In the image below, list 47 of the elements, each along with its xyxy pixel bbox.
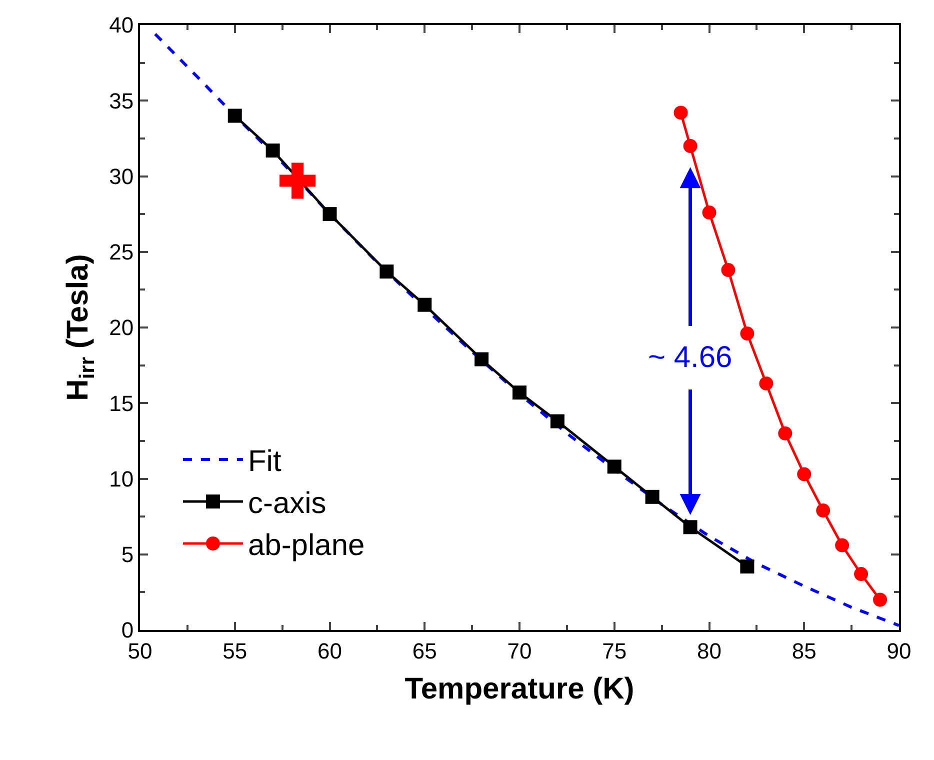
point: [266, 144, 280, 158]
legend-label: c-axis: [248, 487, 326, 520]
point: [228, 108, 242, 123]
annotation: ~ 4.66: [648, 341, 732, 374]
point: [674, 106, 688, 120]
point: [835, 538, 850, 552]
x-tick-label: 60: [318, 638, 342, 664]
point: [279, 162, 316, 199]
x-tick-label: 70: [507, 638, 532, 664]
point: [512, 386, 526, 400]
point: [740, 559, 754, 574]
y-tick-label: 25: [109, 240, 134, 265]
y-tick-label: 15: [109, 390, 134, 416]
x-axis-title: Temperature (K): [404, 672, 634, 706]
point: [759, 376, 774, 390]
line-series: [154, 32, 899, 627]
x-tick-label: 80: [697, 638, 722, 664]
point: [873, 592, 888, 607]
x-tick-label: 85: [792, 638, 816, 664]
point: [418, 298, 432, 312]
point: [816, 504, 830, 518]
y-tick-label: 5: [121, 542, 134, 568]
point: [721, 263, 736, 278]
y-tick-label: 40: [109, 12, 134, 38]
legend-label: Fit: [248, 445, 282, 478]
y-tick-label: 20: [109, 315, 134, 340]
y-tick-label: 35: [109, 88, 134, 114]
y-tick-label: 30: [109, 164, 134, 189]
point: [683, 139, 698, 153]
point: [645, 490, 660, 504]
point: [550, 414, 564, 428]
legend-label: ab-plane: [248, 529, 365, 562]
x-tick-label: 75: [602, 638, 627, 664]
point: [683, 520, 698, 534]
point: [797, 467, 812, 482]
point: [474, 352, 489, 366]
point: [778, 426, 792, 440]
point: [322, 207, 337, 222]
point: [607, 460, 622, 474]
x-tick-label: 90: [886, 638, 912, 664]
point: [740, 326, 754, 341]
point: [854, 567, 868, 582]
point: [380, 264, 394, 279]
x-tick-label: 55: [222, 638, 248, 664]
x-tick-label: 65: [412, 638, 437, 664]
point: [702, 206, 716, 220]
y-tick-label: 10: [109, 466, 134, 492]
